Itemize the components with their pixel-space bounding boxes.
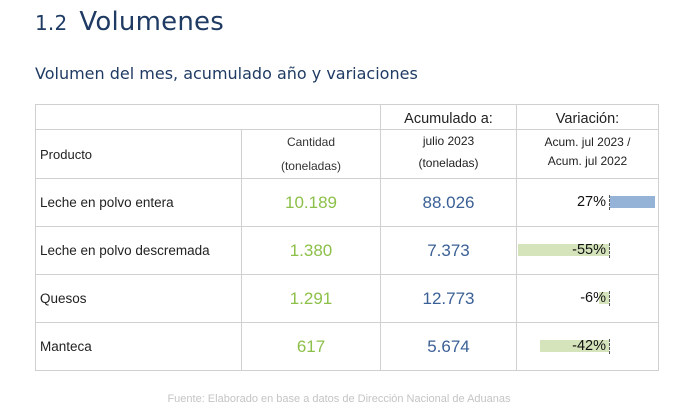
cantidad-value: 1.380 (241, 226, 381, 275)
variacion-value: 27% (576, 194, 606, 210)
variacion-bar (539, 340, 609, 352)
cantidad-value: 1.291 (241, 274, 381, 323)
variacion-cell: 27% (516, 178, 659, 227)
variacion-subheader-line1: Acum. jul 2023 / (544, 135, 631, 149)
variacion-subheader-line2: Acum. jul 2022 (547, 154, 628, 168)
section-heading: 1.2 Volumenes (35, 7, 224, 37)
acumulado-value: 88.026 (380, 178, 517, 227)
table-subtitle: Volumen del mes, acumulado año y variaci… (35, 64, 418, 83)
product-name: Manteca (35, 322, 242, 371)
table-row: Leche en polvo entera 10.189 88.026 27% (35, 178, 659, 227)
acumulado-subheader-line1: julio 2023 (422, 134, 475, 148)
cantidad-value: 10.189 (241, 178, 381, 227)
variacion-bar (518, 244, 609, 256)
variacion-axis (609, 243, 610, 258)
volumes-table: Acumulado a: Variación: Producto Cantida… (35, 104, 659, 371)
variacion-header: Variación: (516, 104, 659, 130)
variacion-value: -6% (580, 290, 606, 306)
product-name: Quesos (35, 274, 242, 323)
variacion-cell: -55% (516, 226, 659, 275)
table-row: Quesos 1.291 12.773 -6% (35, 274, 659, 323)
cantidad-header: Cantidad (toneladas) (241, 129, 381, 179)
acumulado-subheader: julio 2023 (toneladas) (380, 129, 517, 179)
cantidad-header-line1: Cantidad (286, 135, 336, 149)
section-number: 1.2 (35, 11, 68, 35)
variacion-axis (609, 195, 610, 210)
acumulado-value: 12.773 (380, 274, 517, 323)
table-row: Manteca 617 5.674 -42% (35, 322, 659, 371)
acumulado-header: Acumulado a: (380, 104, 517, 130)
header-row-bottom: Producto Cantidad (toneladas) julio 2023… (35, 129, 659, 179)
cantidad-value: 617 (241, 322, 381, 371)
cantidad-header-line2: (toneladas) (280, 159, 342, 173)
variacion-cell: -42% (516, 322, 659, 371)
variacion-axis (609, 339, 610, 354)
header-empty-cell (35, 104, 381, 130)
variacion-subheader: Acum. jul 2023 / Acum. jul 2022 (516, 129, 659, 179)
product-name: Leche en polvo entera (35, 178, 242, 227)
variacion-bar (610, 196, 655, 208)
source-footnote: Fuente: Elaborado en base a datos de Dir… (167, 393, 511, 405)
header-row-top: Acumulado a: Variación: (35, 104, 659, 130)
acumulado-value: 5.674 (380, 322, 517, 371)
acumulado-value: 7.373 (380, 226, 517, 275)
variacion-cell: -6% (516, 274, 659, 323)
variacion-value: -55% (572, 242, 606, 258)
producto-header: Producto (35, 129, 242, 179)
section-title: Volumenes (79, 7, 224, 37)
product-name: Leche en polvo descremada (35, 226, 242, 275)
variacion-value: -42% (572, 338, 606, 354)
variacion-axis (609, 291, 610, 306)
variacion-bar (599, 292, 609, 304)
table-row: Leche en polvo descremada 1.380 7.373 -5… (35, 226, 659, 275)
acumulado-subheader-line2: (toneladas) (418, 156, 479, 170)
